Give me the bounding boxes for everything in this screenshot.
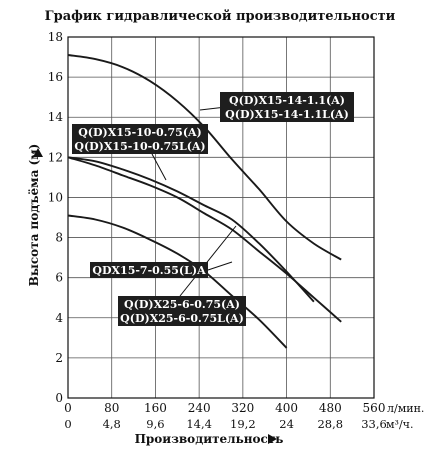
x-tick-label: 480: [319, 401, 342, 415]
x2-unit-label: м³/ч.: [386, 418, 413, 431]
x2-tick-label: 9,6: [146, 417, 164, 431]
x2-tick-label: 28,8: [317, 417, 343, 431]
series-label-box: [90, 262, 208, 278]
y-tick-label: 4: [55, 311, 63, 325]
x2-tick-label: 0: [64, 417, 71, 431]
y-tick-label: 8: [55, 231, 63, 245]
series-label: Q(D)X15-10-0.75(A): [78, 126, 202, 139]
x-tick-label: 160: [144, 401, 167, 415]
x-tick-labels: 0 80 160 240 320 400 480 560: [64, 401, 385, 415]
x2-tick-label: 19,2: [230, 417, 256, 431]
series-label: Q(D)X25-6-0.75L(A): [120, 312, 244, 325]
x2-tick-label: 14,4: [186, 417, 212, 431]
y-tick-label: 10: [48, 190, 63, 204]
series-labels: Q(D)X15-14-1.1(A)Q(D)X15-14-1.1L(A) Q(D)X…: [72, 92, 354, 326]
y-tick-label: 6: [55, 271, 63, 285]
x-tick-label: 80: [104, 401, 119, 415]
series-label: Q(D)X15-14-1.1(A): [229, 94, 345, 107]
curves: [67, 54, 342, 349]
x2-tick-labels: 0 4,8 9,6 14,4 19,2 24 28,8 33,6: [64, 417, 386, 431]
y-tick-label: 12: [48, 150, 63, 164]
x2-tick-label: 33,6: [361, 417, 387, 431]
label-leader-line: [207, 261, 233, 271]
chart-title: График гидравлической производительности: [45, 9, 396, 24]
x2-tick-label: 24: [279, 417, 294, 431]
series-curve-2: [67, 156, 315, 303]
series-label: Q(D)X15-10-0.75L(A): [74, 140, 205, 153]
y-axis-label: Высота подъёма (м): [27, 144, 41, 287]
y-axis-arrow-icon: [33, 148, 43, 157]
series-curve-4: [67, 214, 288, 349]
x-tick-label: 560: [363, 401, 386, 415]
series-label-box: [118, 296, 246, 326]
x-axis-arrow-icon: [268, 434, 277, 444]
label-leader-line: [151, 153, 167, 181]
x2-tick-label: 4,8: [103, 417, 121, 431]
y-tick-label: 16: [48, 70, 63, 84]
series-curve-3: [67, 156, 342, 323]
series-label: Q(D)X25-6-0.75(A): [124, 298, 240, 311]
y-tick-label: 0: [55, 391, 63, 405]
x-unit-label: л/мин.: [387, 402, 424, 415]
x-tick-label: 0: [64, 401, 72, 415]
x-axis-label: Производительность: [135, 432, 284, 446]
y-tick-label: 18: [48, 30, 63, 44]
x-tick-label: 240: [188, 401, 211, 415]
series-label-box: [72, 124, 208, 154]
grid: [67, 36, 375, 399]
series-label: QDX15-7-0.55(L)A: [92, 264, 206, 277]
x-tick-label: 320: [231, 401, 254, 415]
y-tick-labels: 0 2 4 6 8 10 12 14 16 18: [48, 30, 64, 405]
y-tick-label: 14: [48, 110, 64, 124]
series-label: Q(D)X15-14-1.1L(A): [225, 108, 349, 121]
label-leader-line: [179, 225, 237, 297]
series-label-box: [220, 92, 354, 122]
y-tick-label: 2: [55, 351, 63, 365]
plot-frame: [67, 36, 375, 399]
x-tick-label: 400: [275, 401, 298, 415]
